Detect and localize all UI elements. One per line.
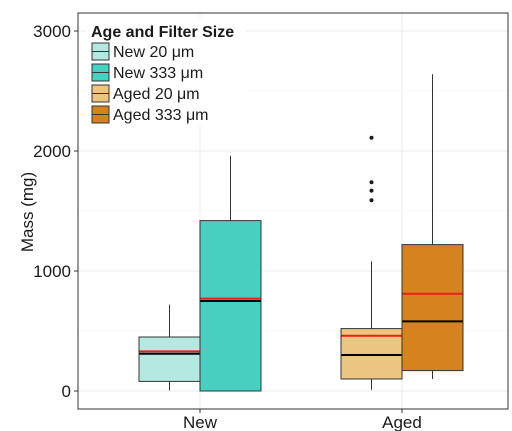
y-tick-label: 0 [62, 382, 71, 401]
x-tick-label: New [183, 413, 218, 431]
box-iqr [138, 336, 201, 382]
legend-label: New 333 μm [113, 65, 203, 82]
legend-label: Aged 333 μm [113, 107, 209, 124]
legend-label: Aged 20 μm [113, 86, 200, 103]
legend: Age and Filter Size New 20 μm New 333 μm A… [86, 18, 246, 126]
x-tick-label: Aged [382, 413, 422, 431]
legend-label: New 20 μm [113, 44, 194, 61]
outlier-point [369, 198, 374, 203]
legend-title: Age and Filter Size [91, 24, 234, 41]
outlier-point [369, 180, 374, 185]
legend-background [86, 18, 246, 126]
axis-ticks: 0 1000 2000 3000 New Aged [33, 22, 422, 431]
panel-border [77, 12, 509, 410]
outlier-point [369, 188, 374, 193]
box-aged-333-μm [401, 74, 464, 379]
box-series [138, 74, 464, 392]
y-tick-label: 1000 [33, 262, 71, 281]
y-axis-title: Mass (mg) [18, 172, 37, 252]
box-new-333-μm [199, 155, 262, 392]
y-tick-label: 3000 [33, 22, 71, 41]
box-iqr [199, 220, 262, 392]
box-aged-20-μm [340, 135, 403, 390]
legend-items: New 20 μm New 333 μm Aged 20 μm Aged 333 μm [91, 42, 209, 124]
box-iqr [340, 328, 403, 380]
outlier-point [369, 135, 374, 140]
y-tick-label: 2000 [33, 142, 71, 161]
box-iqr [401, 244, 464, 372]
